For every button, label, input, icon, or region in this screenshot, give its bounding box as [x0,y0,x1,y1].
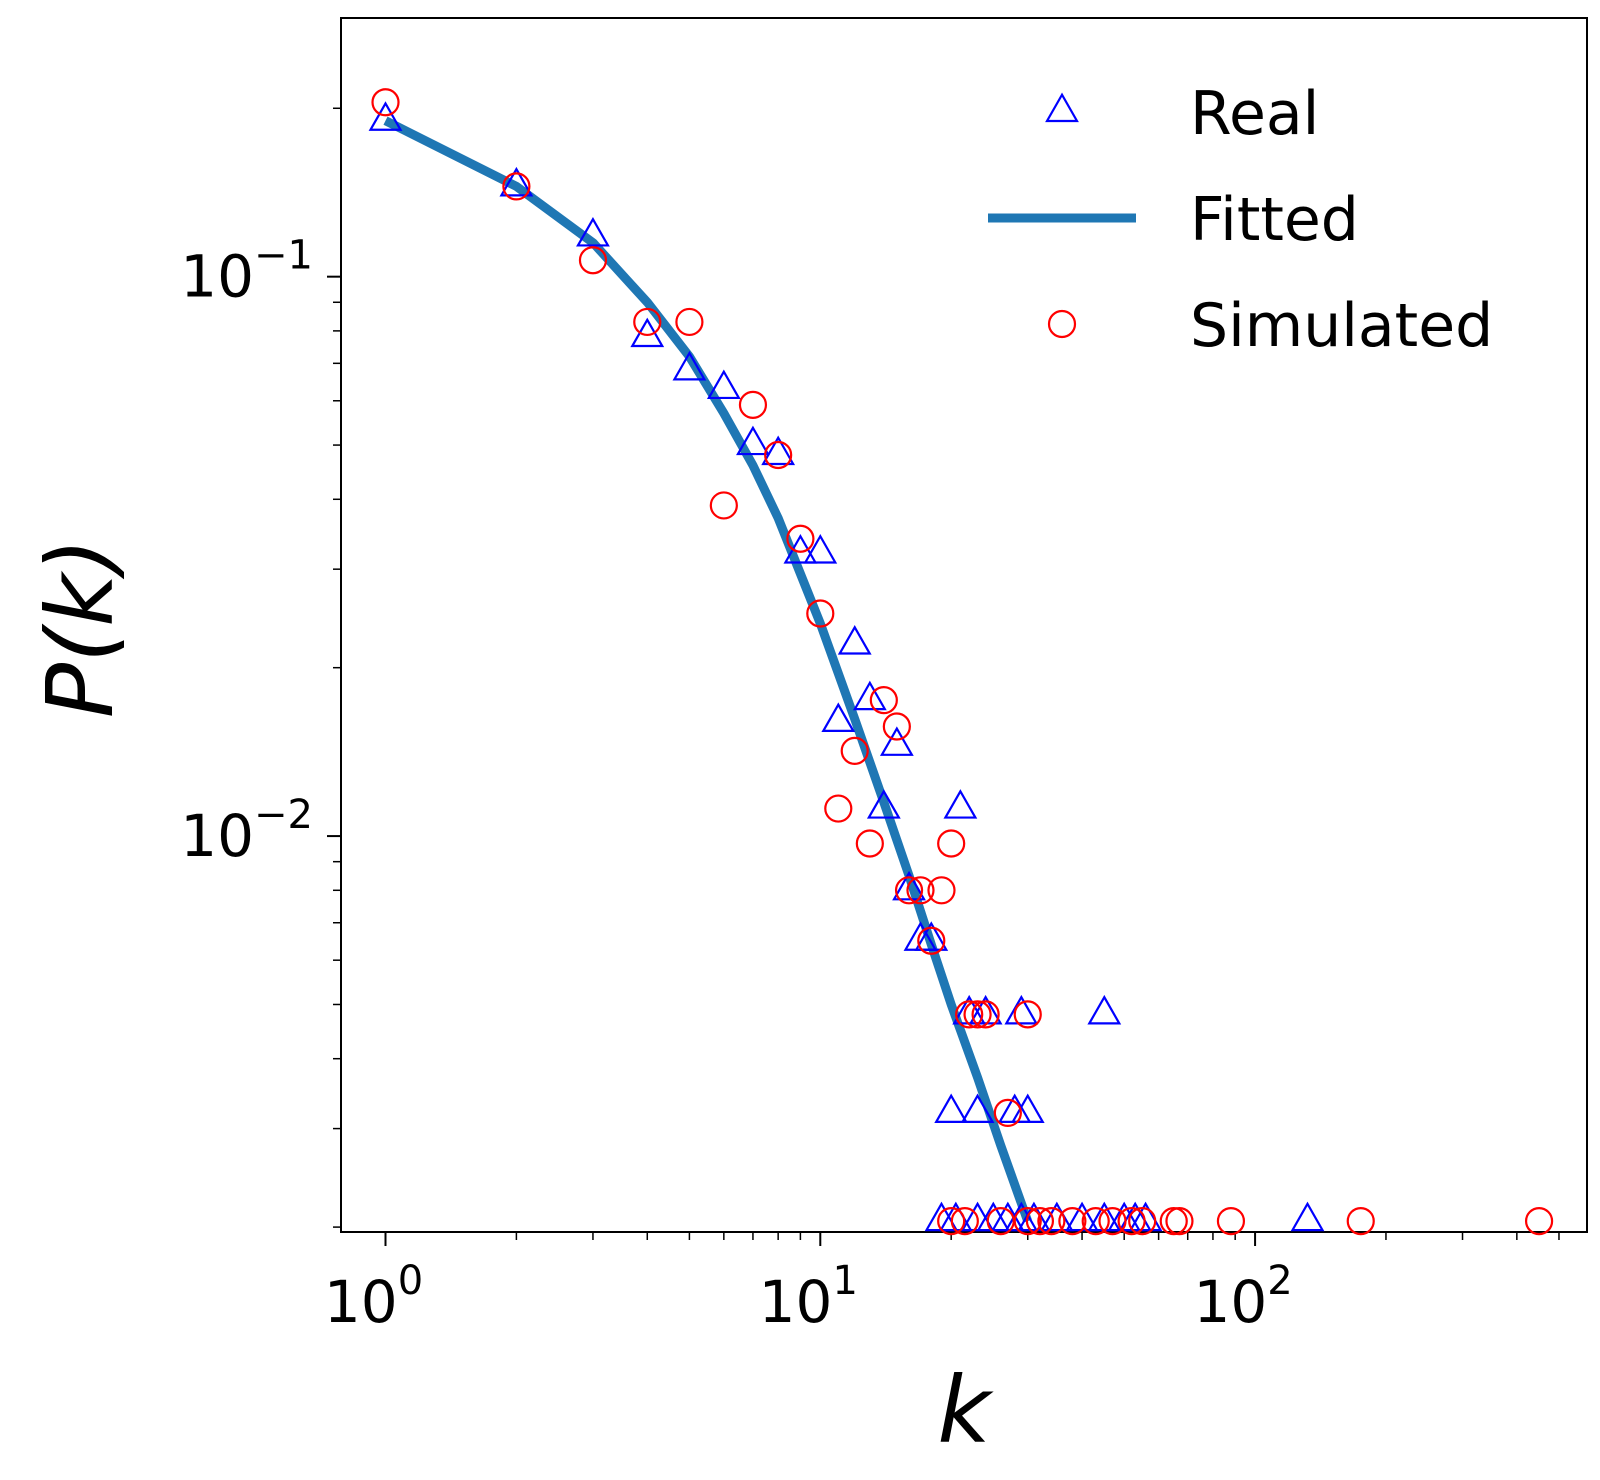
simulated-point [840,736,869,765]
x-tick-label: 101 [759,1258,858,1336]
real-point [879,726,914,756]
real-point [1290,1201,1325,1232]
simulated-point [709,491,738,520]
real-point [821,702,856,732]
simulated-point [869,686,898,715]
simulated-point [950,1206,979,1236]
real-point [803,534,838,564]
simulated-point [971,1000,1000,1029]
y-tick-label: 10−2 [180,792,313,870]
y-axis-label: P(k) [27,538,134,719]
fitted-line [383,116,1032,1223]
simulated-point [1117,1206,1146,1236]
simulated-point [371,88,400,117]
legend-simulated-label: Simulated [1190,291,1493,361]
simulated-point [1098,1206,1127,1236]
simulated-point [937,829,966,858]
simulated-point [906,876,935,905]
simulated-point [993,1098,1022,1128]
simulated-point [738,390,768,419]
simulated-point [502,172,531,201]
simulated-point [1346,1206,1375,1236]
legend: Real Fitted Simulated [988,79,1493,361]
real-point [1017,1201,1051,1232]
real-point [1128,1201,1163,1232]
simulated-point [1128,1206,1157,1236]
real-point [736,425,770,456]
simulated-point [824,794,853,823]
legend-real-swatch [1045,92,1079,123]
simulated-point [1058,1206,1087,1236]
simulated-point [633,307,662,337]
simulated-point [1025,1206,1055,1236]
legend-fitted-label: Fitted [1190,185,1359,255]
real-point [576,216,610,247]
real-point [892,870,926,901]
real-point [672,350,707,381]
real-point [852,680,887,711]
y-tick-label: 10−1 [180,233,313,311]
x-tick-label: 102 [1193,1258,1292,1336]
simulated-point [955,1000,984,1029]
simulated-point [882,712,911,741]
simulated-point [1013,1206,1042,1236]
x-axis-label: k [937,1357,994,1464]
simulated-point [578,246,608,275]
real-point [499,166,534,197]
plot-content [368,88,1554,1236]
y-axis-ticks: 10−1 10−2 [180,107,341,1228]
real-point [761,435,796,466]
legend-simulated-swatch [1047,309,1077,339]
simulated-point [786,524,815,553]
simulated-point [894,876,924,905]
real-point [934,1093,969,1124]
real-point [837,625,872,655]
simulated-point [963,1000,992,1029]
x-axis-ticks: 100 101 102 [324,1232,1560,1336]
simulated-point [1165,1206,1194,1236]
simulated-point [764,440,793,470]
simulated-point [1159,1206,1188,1236]
real-point [706,369,741,400]
simulated-point [1013,1000,1042,1029]
real-point [1004,994,1039,1025]
x-tick-label: 100 [324,1258,423,1336]
real-point [866,789,901,819]
simulated-point [1081,1206,1110,1236]
simulated-point [1037,1206,1066,1236]
simulated-point [855,829,884,858]
real-point [1087,994,1122,1025]
simulated-point [1216,1206,1246,1236]
simulated-point [675,307,704,337]
simulated-point [927,876,956,905]
legend-real-label: Real [1190,79,1319,149]
simulated-point [937,1206,966,1236]
simulated-point [917,926,946,955]
real-point [943,789,978,819]
real-point [960,1093,995,1124]
real-point [368,101,403,131]
real-point [914,921,949,951]
simulated-point [806,599,835,628]
simulated-point [1524,1206,1554,1236]
